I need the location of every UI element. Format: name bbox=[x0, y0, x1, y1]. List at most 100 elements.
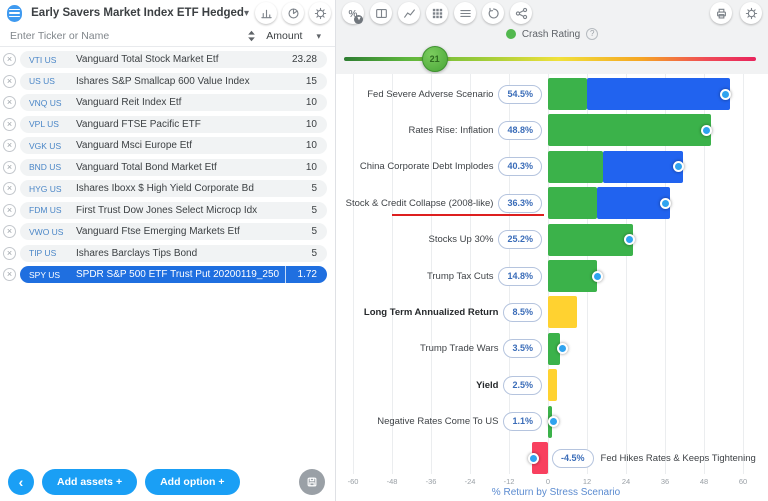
header-buttons bbox=[255, 2, 331, 24]
holding-pill[interactable]: TIP US Ishares Barclays Tips Bond 5 bbox=[20, 244, 327, 262]
remove-holding-icon[interactable]: × bbox=[3, 139, 16, 152]
amount-column-header[interactable]: Amount bbox=[266, 30, 303, 42]
holding-row[interactable]: × VGK US Vanguard Msci Europe Etf 10 bbox=[3, 137, 327, 154]
scenario-row-head: -4.5% Fed Hikes Rates & Keeps Tightening bbox=[552, 442, 756, 474]
holding-pill[interactable]: VGK US Vanguard Msci Europe Etf 10 bbox=[20, 137, 327, 154]
gear-button[interactable] bbox=[740, 2, 762, 24]
gridline bbox=[392, 74, 393, 474]
holding-amount[interactable]: 5 bbox=[311, 183, 317, 194]
holding-pill[interactable]: FDM US First Trust Dow Jones Select Micro… bbox=[20, 201, 327, 219]
holding-amount[interactable]: 10 bbox=[305, 118, 317, 130]
holding-name: Ishares Iboxx $ High Yield Corporate Bd bbox=[76, 183, 254, 194]
add-option-button[interactable]: Add option + bbox=[145, 469, 240, 495]
holding-pill[interactable]: SPY US SPDR S&P 500 ETF Trust Put 2020011… bbox=[20, 266, 327, 283]
x-axis-tick: 48 bbox=[699, 477, 709, 486]
holding-ticker: VNQ US bbox=[29, 97, 62, 108]
remove-holding-icon[interactable]: × bbox=[3, 53, 16, 66]
holding-pill[interactable]: VNQ US Vanguard Reit Index Etf 10 bbox=[20, 94, 327, 111]
remove-holding-icon[interactable]: × bbox=[3, 117, 16, 131]
chevron-down-icon[interactable]: ▾ bbox=[316, 30, 321, 41]
columns-button[interactable] bbox=[370, 2, 392, 24]
scenario-row-head: Yield 2.5% bbox=[336, 369, 542, 401]
portfolio-name[interactable]: Early Savers Market Index ETF Hedged bbox=[31, 7, 244, 19]
list-button[interactable] bbox=[454, 2, 476, 24]
holding-amount[interactable]: 5 bbox=[311, 247, 317, 259]
holding-amount[interactable]: 10 bbox=[305, 97, 317, 108]
line-chart-button[interactable] bbox=[398, 2, 420, 24]
search-input[interactable] bbox=[10, 30, 248, 42]
pie-chart-button[interactable] bbox=[282, 2, 304, 24]
benchmark-marker bbox=[548, 416, 560, 428]
holding-pill[interactable]: VTI US Vanguard Total Stock Market Etf 23.… bbox=[20, 51, 327, 68]
grid-button[interactable] bbox=[426, 2, 448, 24]
menu-icon[interactable] bbox=[7, 4, 23, 22]
holding-ticker: HYG US bbox=[29, 183, 62, 194]
x-axis-tick: 12 bbox=[582, 477, 592, 486]
scenario-value-pill: 8.5% bbox=[503, 302, 542, 322]
percent-icon: % ▾ bbox=[349, 4, 364, 24]
remove-holding-icon[interactable]: × bbox=[3, 182, 16, 195]
holding-pill[interactable]: VWO US Vanguard Ftse Emerging Markets Etf… bbox=[20, 223, 327, 240]
scenario-label: Rates Rise: Inflation bbox=[408, 124, 494, 136]
holding-row[interactable]: × BND US Vanguard Total Bond Market Etf 10 bbox=[3, 158, 327, 176]
bar-chart-button[interactable] bbox=[255, 2, 277, 24]
remove-holding-icon[interactable]: × bbox=[3, 225, 16, 238]
chevron-down-icon[interactable]: ▾ bbox=[243, 7, 249, 19]
benchmark-marker bbox=[719, 88, 731, 100]
holding-pill[interactable]: BND US Vanguard Total Bond Market Etf 10 bbox=[20, 158, 327, 176]
holding-amount[interactable]: 5 bbox=[311, 204, 317, 216]
scenario-value-pill: 14.8% bbox=[498, 266, 542, 286]
remove-holding-icon[interactable]: × bbox=[3, 74, 16, 88]
holding-amount[interactable]: 10 bbox=[305, 161, 317, 173]
add-assets-button[interactable]: Add assets + bbox=[42, 469, 138, 495]
x-axis-title: % Return by Stress Scenario bbox=[491, 487, 621, 498]
holding-amount[interactable]: 23.28 bbox=[291, 54, 317, 65]
scenario-label: Negative Rates Come To US bbox=[377, 416, 499, 428]
history-button[interactable] bbox=[482, 2, 504, 24]
remove-holding-icon[interactable]: × bbox=[3, 96, 16, 109]
scenario-row-head: Trump Tax Cuts 14.8% bbox=[336, 260, 542, 292]
gear-button[interactable] bbox=[309, 2, 331, 24]
holding-row[interactable]: × SPY US SPDR S&P 500 ETF Trust Put 202001… bbox=[3, 266, 327, 283]
holding-row[interactable]: × US US Ishares S&P Smallcap 600 Value Ind… bbox=[3, 72, 327, 90]
remove-holding-icon[interactable]: × bbox=[3, 203, 16, 217]
sort-icon[interactable] bbox=[247, 30, 256, 42]
holding-row[interactable]: × HYG US Ishares Iboxx $ High Yield Corpor… bbox=[3, 180, 327, 197]
collapse-panel-button[interactable]: ‹ bbox=[8, 469, 34, 495]
holding-row[interactable]: × VTI US Vanguard Total Stock Market Etf 23… bbox=[3, 51, 327, 68]
help-icon[interactable]: ? bbox=[586, 28, 599, 40]
save-button[interactable] bbox=[299, 469, 325, 495]
holding-pill[interactable]: VPL US Vanguard FTSE Pacific ETF 10 bbox=[20, 115, 327, 133]
holding-ticker: US US bbox=[29, 76, 55, 86]
printer-button[interactable] bbox=[710, 2, 732, 24]
scenario-row-head: Fed Severe Adverse Scenario 54.5% bbox=[336, 78, 542, 110]
crash-rating-knob[interactable]: 21 bbox=[421, 46, 448, 72]
holding-amount[interactable]: 10 bbox=[305, 140, 317, 151]
holding-amount[interactable]: 1.72 bbox=[284, 266, 327, 283]
remove-holding-icon[interactable]: × bbox=[3, 160, 16, 174]
x-axis-tick: -48 bbox=[386, 477, 398, 486]
holding-row[interactable]: × VWO US Vanguard Ftse Emerging Markets Et… bbox=[3, 223, 327, 240]
holding-row[interactable]: × VPL US Vanguard FTSE Pacific ETF 10 bbox=[3, 115, 327, 133]
holding-row[interactable]: × FDM US First Trust Dow Jones Select Micr… bbox=[3, 201, 327, 219]
scenario-value-pill: 36.3% bbox=[498, 193, 542, 213]
holding-amount[interactable]: 15 bbox=[305, 75, 317, 87]
percent-button[interactable]: % ▾ bbox=[342, 2, 364, 24]
gear-icon bbox=[314, 7, 327, 20]
crash-rating-row: Crash Rating ? bbox=[336, 28, 768, 40]
holding-row[interactable]: × TIP US Ishares Barclays Tips Bond 5 bbox=[3, 244, 327, 262]
pie-chart-icon bbox=[287, 7, 300, 20]
scenario-row-head: Stocks Up 30% 25.2% bbox=[336, 224, 542, 256]
remove-holding-icon[interactable]: × bbox=[3, 268, 16, 281]
scenario-row-head: China Corporate Debt Implodes 40.3% bbox=[336, 151, 542, 183]
scenario-bar-green bbox=[548, 150, 604, 183]
scenario-value-pill: 40.3% bbox=[498, 157, 542, 177]
crash-rating-track[interactable] bbox=[344, 57, 756, 61]
x-axis-tick: 0 bbox=[545, 477, 551, 486]
holding-pill[interactable]: HYG US Ishares Iboxx $ High Yield Corpora… bbox=[20, 180, 327, 197]
holding-row[interactable]: × VNQ US Vanguard Reit Index Etf 10 bbox=[3, 94, 327, 111]
holding-amount[interactable]: 5 bbox=[311, 226, 317, 237]
share-button[interactable] bbox=[510, 2, 532, 24]
remove-holding-icon[interactable]: × bbox=[3, 246, 16, 260]
holding-pill[interactable]: US US Ishares S&P Smallcap 600 Value Inde… bbox=[20, 72, 327, 90]
